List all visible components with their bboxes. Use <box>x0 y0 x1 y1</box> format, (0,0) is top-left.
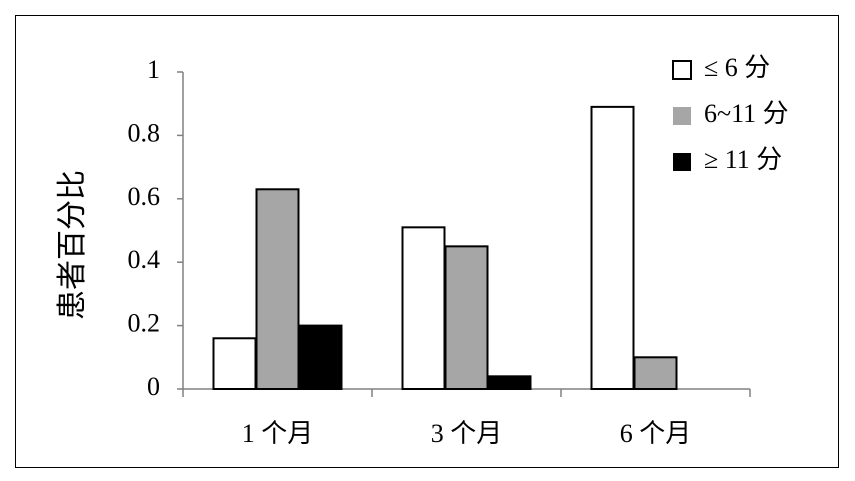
bar <box>633 356 678 390</box>
legend-label: ≥ 11 分 <box>704 145 782 174</box>
legend-label: ≤ 6 分 <box>704 53 770 82</box>
y-tick-label: 0.4 <box>128 245 161 274</box>
y-tick-label: 0.8 <box>128 118 161 147</box>
x-tick-label: 1 个月 <box>242 419 314 448</box>
bar <box>444 245 489 390</box>
bar <box>212 337 257 390</box>
legend-swatch <box>673 153 691 171</box>
bar <box>590 105 635 391</box>
bar <box>255 188 300 390</box>
legend-label: 6~11 分 <box>704 99 789 128</box>
y-tick-label: 0.6 <box>128 182 161 211</box>
legend-swatch <box>673 107 691 125</box>
y-tick-label: 0.2 <box>128 309 161 338</box>
y-axis-label: 患者百分比 <box>56 170 89 320</box>
bar <box>298 324 343 391</box>
x-tick-label: 6 个月 <box>620 419 692 448</box>
y-tick-label: 1 <box>147 55 160 84</box>
bar <box>401 226 446 390</box>
x-tick-label: 3 个月 <box>431 419 503 448</box>
y-tick-label: 0 <box>147 372 160 401</box>
bar <box>487 375 532 391</box>
legend-swatch <box>672 60 692 80</box>
